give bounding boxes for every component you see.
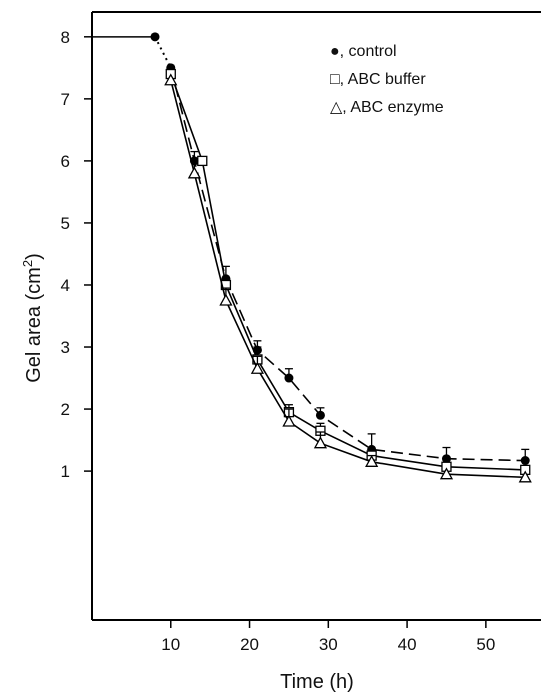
- data-point-abc-enzyme: [250, 361, 265, 374]
- y-axis-label: Gel area (cm2): [20, 253, 45, 383]
- x-tick-label: 30: [319, 635, 338, 654]
- ticks: 10 20 30 40 50 1 2 3 4 5 6 7 8: [61, 28, 496, 654]
- x-tick-label: 10: [161, 635, 180, 654]
- x-tick-label: 20: [240, 635, 259, 654]
- data-point-abc-enzyme: [313, 436, 328, 449]
- initial-drop-dotted-line: [154, 36, 172, 69]
- y-tick-label: 5: [61, 214, 70, 233]
- data-point-abc-enzyme: [365, 454, 379, 467]
- initial-point: [150, 32, 160, 42]
- x-tick-label: 50: [476, 635, 495, 654]
- data-point-abc-enzyme: [282, 414, 296, 427]
- series-line-control: [170, 67, 526, 462]
- data-point-control: [520, 456, 530, 466]
- y-axis-label-close: ): [23, 253, 45, 260]
- y-tick-label: 7: [61, 90, 70, 109]
- data-point-abc-enzyme: [518, 470, 532, 483]
- data-point-abc-buffer: [197, 155, 208, 167]
- series-abc-enzyme: [164, 73, 532, 483]
- y-tick-label: 4: [61, 276, 70, 295]
- data-point-abc-enzyme: [164, 73, 178, 86]
- legend-entry: △, ABC enzyme: [330, 99, 444, 116]
- y-tick-label: 1: [61, 462, 70, 481]
- data-point-control: [315, 410, 325, 420]
- data-point-abc-enzyme: [187, 166, 202, 179]
- legend: ●, control □, ABC buffer △, ABC enzyme: [330, 43, 444, 116]
- y-axis-label-main: Gel area (cm: [23, 267, 45, 383]
- data-point-control: [441, 454, 451, 464]
- legend-entry: □, ABC buffer: [330, 71, 426, 88]
- y-tick-label: 6: [61, 152, 70, 171]
- x-axis-label: Time (h): [280, 671, 354, 693]
- data-point-abc-enzyme: [219, 293, 233, 306]
- axes: [91, 11, 541, 621]
- series-control: [166, 63, 530, 466]
- series-line-abc-buffer: [170, 73, 526, 471]
- y-tick-label: 8: [61, 28, 70, 47]
- series-layer: [92, 32, 532, 483]
- y-axis-label-superscript: 2: [20, 260, 35, 267]
- y-tick-label: 2: [61, 400, 70, 419]
- series-abc-buffer: [165, 68, 531, 476]
- data-point-abc-enzyme: [439, 467, 454, 480]
- x-tick-label: 40: [398, 635, 417, 654]
- legend-entry: ●, control: [330, 43, 397, 60]
- y-tick-label: 3: [61, 338, 70, 357]
- data-point-control: [284, 373, 294, 383]
